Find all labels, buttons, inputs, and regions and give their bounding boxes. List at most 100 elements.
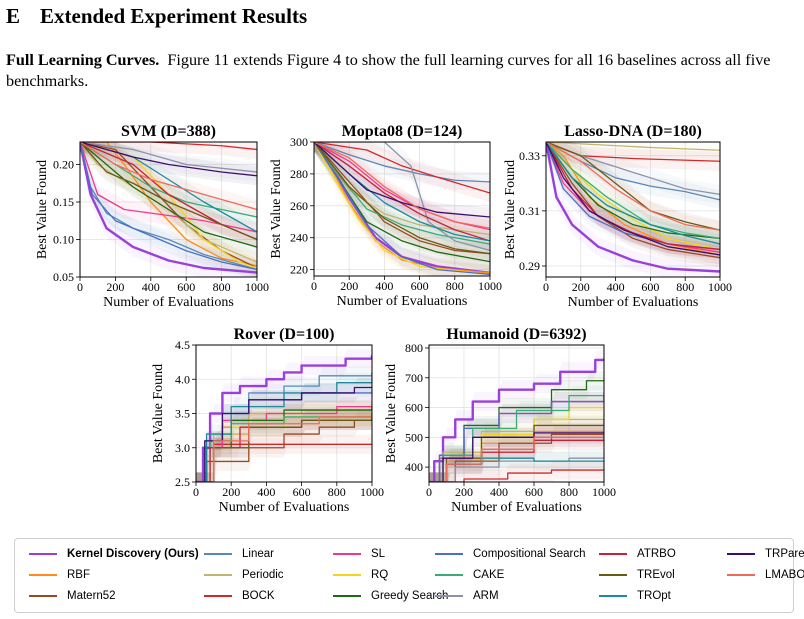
series-band: [314, 142, 490, 276]
legend-label: ATRBO: [637, 548, 676, 560]
y-tick-label: 4.0: [175, 372, 190, 386]
legend-item: TROpt: [599, 588, 671, 604]
series-line: [196, 386, 372, 482]
series-line: [80, 142, 257, 173]
series-band: [80, 142, 257, 186]
chart-title: Rover (D=100): [234, 326, 335, 343]
legend-swatch: [435, 574, 463, 576]
series-line: [314, 142, 490, 252]
series-line: [314, 142, 490, 183]
series-band: [429, 427, 604, 482]
y-tick-label: 0.05: [53, 270, 74, 284]
x-tick-label: 0: [193, 485, 199, 499]
legend-swatch: [727, 553, 755, 555]
legend-label: Compositional Search: [473, 548, 586, 560]
series-band: [546, 142, 720, 240]
series-band: [80, 142, 257, 277]
plot-area: [546, 142, 720, 277]
series-line: [314, 142, 490, 218]
x-tick-label: 800: [328, 485, 346, 499]
legend-swatch: [333, 553, 361, 555]
series-band: [196, 373, 372, 482]
chart-mopta08: 0 200 400 600 800 1000 220 240 260 280 300 Mopta08 …: [269, 123, 502, 309]
series-line: [196, 413, 372, 482]
plot-frame: [428, 344, 605, 483]
series-band: [546, 142, 720, 254]
legend-label: Periodic: [242, 569, 284, 581]
series-line: [314, 142, 490, 255]
paragraph-text: Figure 11 extends Figure 4 to show the f…: [6, 51, 771, 90]
series-band: [196, 377, 372, 482]
series-band: [80, 142, 257, 242]
series-band: [546, 142, 720, 160]
series-band: [80, 142, 257, 182]
legend-swatch: [435, 595, 463, 597]
legend-label: LMABO: [765, 569, 804, 581]
series-band: [196, 407, 372, 482]
series-band: [196, 397, 372, 482]
x-tick-label: 1000: [245, 280, 269, 294]
plot-area: [429, 350, 604, 482]
y-tick-label: 800: [405, 341, 423, 355]
chart-svm: 0 200 400 600 800 1000 0.05 0.10 0.15 0.20 SVM (D=…: [35, 123, 269, 310]
legend-item: RQ: [333, 567, 388, 583]
legend-swatch: [29, 553, 57, 555]
legend-swatch: [435, 553, 463, 555]
series-line: [80, 142, 257, 269]
x-tick-label: 400: [607, 280, 625, 294]
series-line: [429, 432, 604, 482]
plot-area: [314, 142, 490, 276]
x-tick-label: 0: [77, 280, 83, 294]
chart-title: Humanoid (D=6392): [446, 326, 586, 343]
series-line: [80, 142, 257, 241]
x-tick-label: 1000: [708, 280, 732, 294]
section-heading: E Extended Experiment Results: [6, 4, 307, 29]
series-band: [429, 427, 604, 482]
legend-swatch: [204, 574, 232, 576]
legend-label: Matern52: [67, 590, 116, 602]
series-band: [314, 142, 490, 240]
plot-area: [80, 142, 257, 277]
legend-item: Periodic: [204, 567, 284, 583]
series-band: [314, 142, 490, 244]
x-tick-label: 1000: [478, 279, 502, 293]
y-tick-label: 0.31: [519, 204, 540, 218]
legend-item: LMABO: [727, 567, 804, 583]
series-line: [546, 142, 720, 273]
series-line: [546, 142, 720, 240]
series-line: [546, 142, 720, 151]
series-band: [429, 460, 604, 482]
series-line: [80, 142, 257, 248]
x-tick-label: 1000: [360, 485, 384, 499]
x-tick-label: 200: [106, 280, 124, 294]
section-number: E: [6, 4, 21, 28]
section-title: Extended Experiment Results: [40, 4, 308, 28]
y-tick-label: 3.5: [175, 407, 190, 421]
legend-swatch: [599, 553, 627, 555]
x-tick-label: 0: [543, 280, 549, 294]
chart-humanoid: 0 200 400 600 800 1000 400 500 600 700 800 Humanoid…: [384, 326, 616, 515]
series-line: [429, 434, 604, 482]
series-line: [80, 142, 257, 177]
legend-swatch: [727, 574, 755, 576]
y-tick-label: 280: [290, 167, 308, 181]
legend-item: Matern52: [29, 588, 116, 604]
legend-swatch: [333, 595, 361, 597]
series-band: [314, 142, 490, 276]
plot-area: [196, 349, 372, 482]
legend-swatch: [599, 595, 627, 597]
legend-item: CAKE: [435, 567, 504, 583]
series-line: [546, 142, 720, 256]
y-tick-label: 240: [290, 231, 308, 245]
x-tick-label: 0: [311, 279, 317, 293]
series-band: [314, 142, 490, 251]
x-tick-label: 400: [142, 280, 160, 294]
series-band: [196, 349, 372, 482]
x-axis-label: Number of Evaluations: [568, 295, 699, 310]
series-line: [80, 142, 257, 151]
series-band: [429, 371, 604, 482]
y-tick-label: 2.5: [175, 475, 190, 489]
y-axis-label: Best Value Found: [269, 159, 284, 258]
series-band: [314, 142, 490, 227]
series-line: [314, 142, 490, 194]
